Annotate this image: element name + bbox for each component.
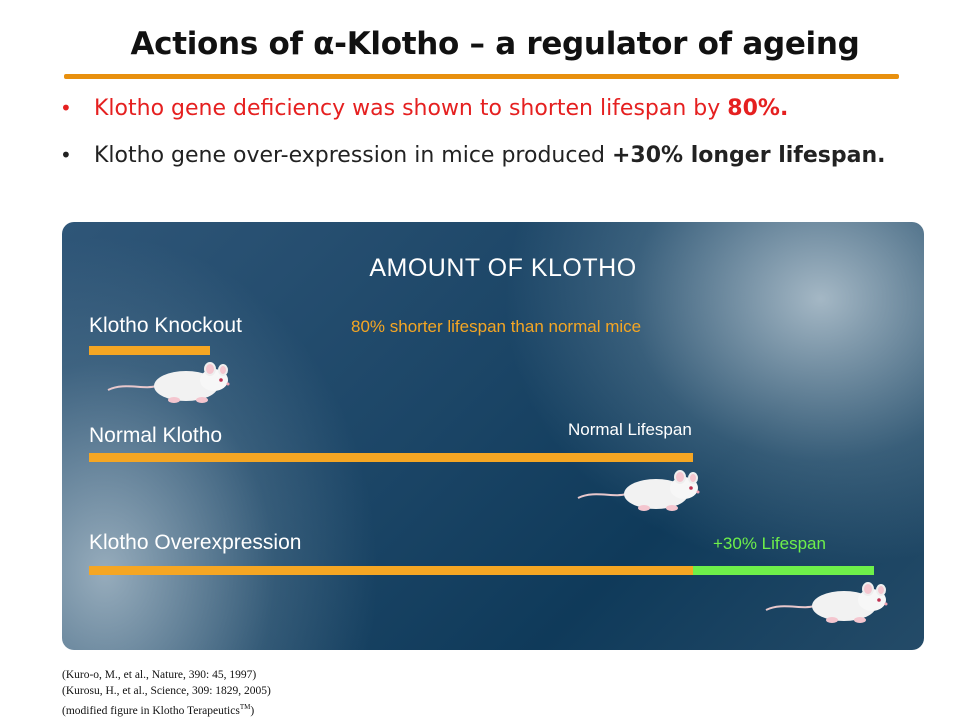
amount-bar-knockout [89,346,210,355]
amount-bar-extra [693,566,875,575]
bullet-marker: • [60,143,72,167]
klotho-figure: AMOUNT OF KLOTHO Klotho Knockout 80% sho… [62,222,924,650]
bullet-text: Klotho gene deficiency was shown to shor… [94,96,789,121]
bullet-marker: • [60,96,72,120]
reference-1: (Kuro-o, M., et al., Nature, 390: 45, 19… [62,669,257,681]
mouse-icon [765,582,888,623]
figure-title: AMOUNT OF KLOTHO [369,254,637,282]
reference-2: (Kurosu, H., et al., Science, 309: 1829,… [62,685,271,697]
references: (Kuro-o, M., et al., Nature, 390: 45, 19… [62,667,271,719]
title-underline [64,74,899,79]
slide-title: Actions of α-Klotho – a regulator of age… [130,26,860,62]
amount-bar-normal [89,453,693,462]
amount-bar-overexpression [89,566,693,575]
bullet-text: Klotho gene over-expression in mice prod… [94,143,886,168]
row-label-normal: Normal Klotho [89,424,223,447]
row-note-knockout: 80% shorter lifespan than normal mice [351,317,642,336]
row-label-knockout: Klotho Knockout [89,314,242,337]
reference-3: (modified figure in Klotho TerapeuticsTM… [62,703,255,717]
mouse-icon [577,470,700,511]
mouse-icon [107,362,230,403]
row-note-normal: Normal Lifespan [568,420,692,439]
row-note-overexpression: +30% Lifespan [713,534,826,553]
row-label-overexpression: Klotho Overexpression [89,531,302,554]
